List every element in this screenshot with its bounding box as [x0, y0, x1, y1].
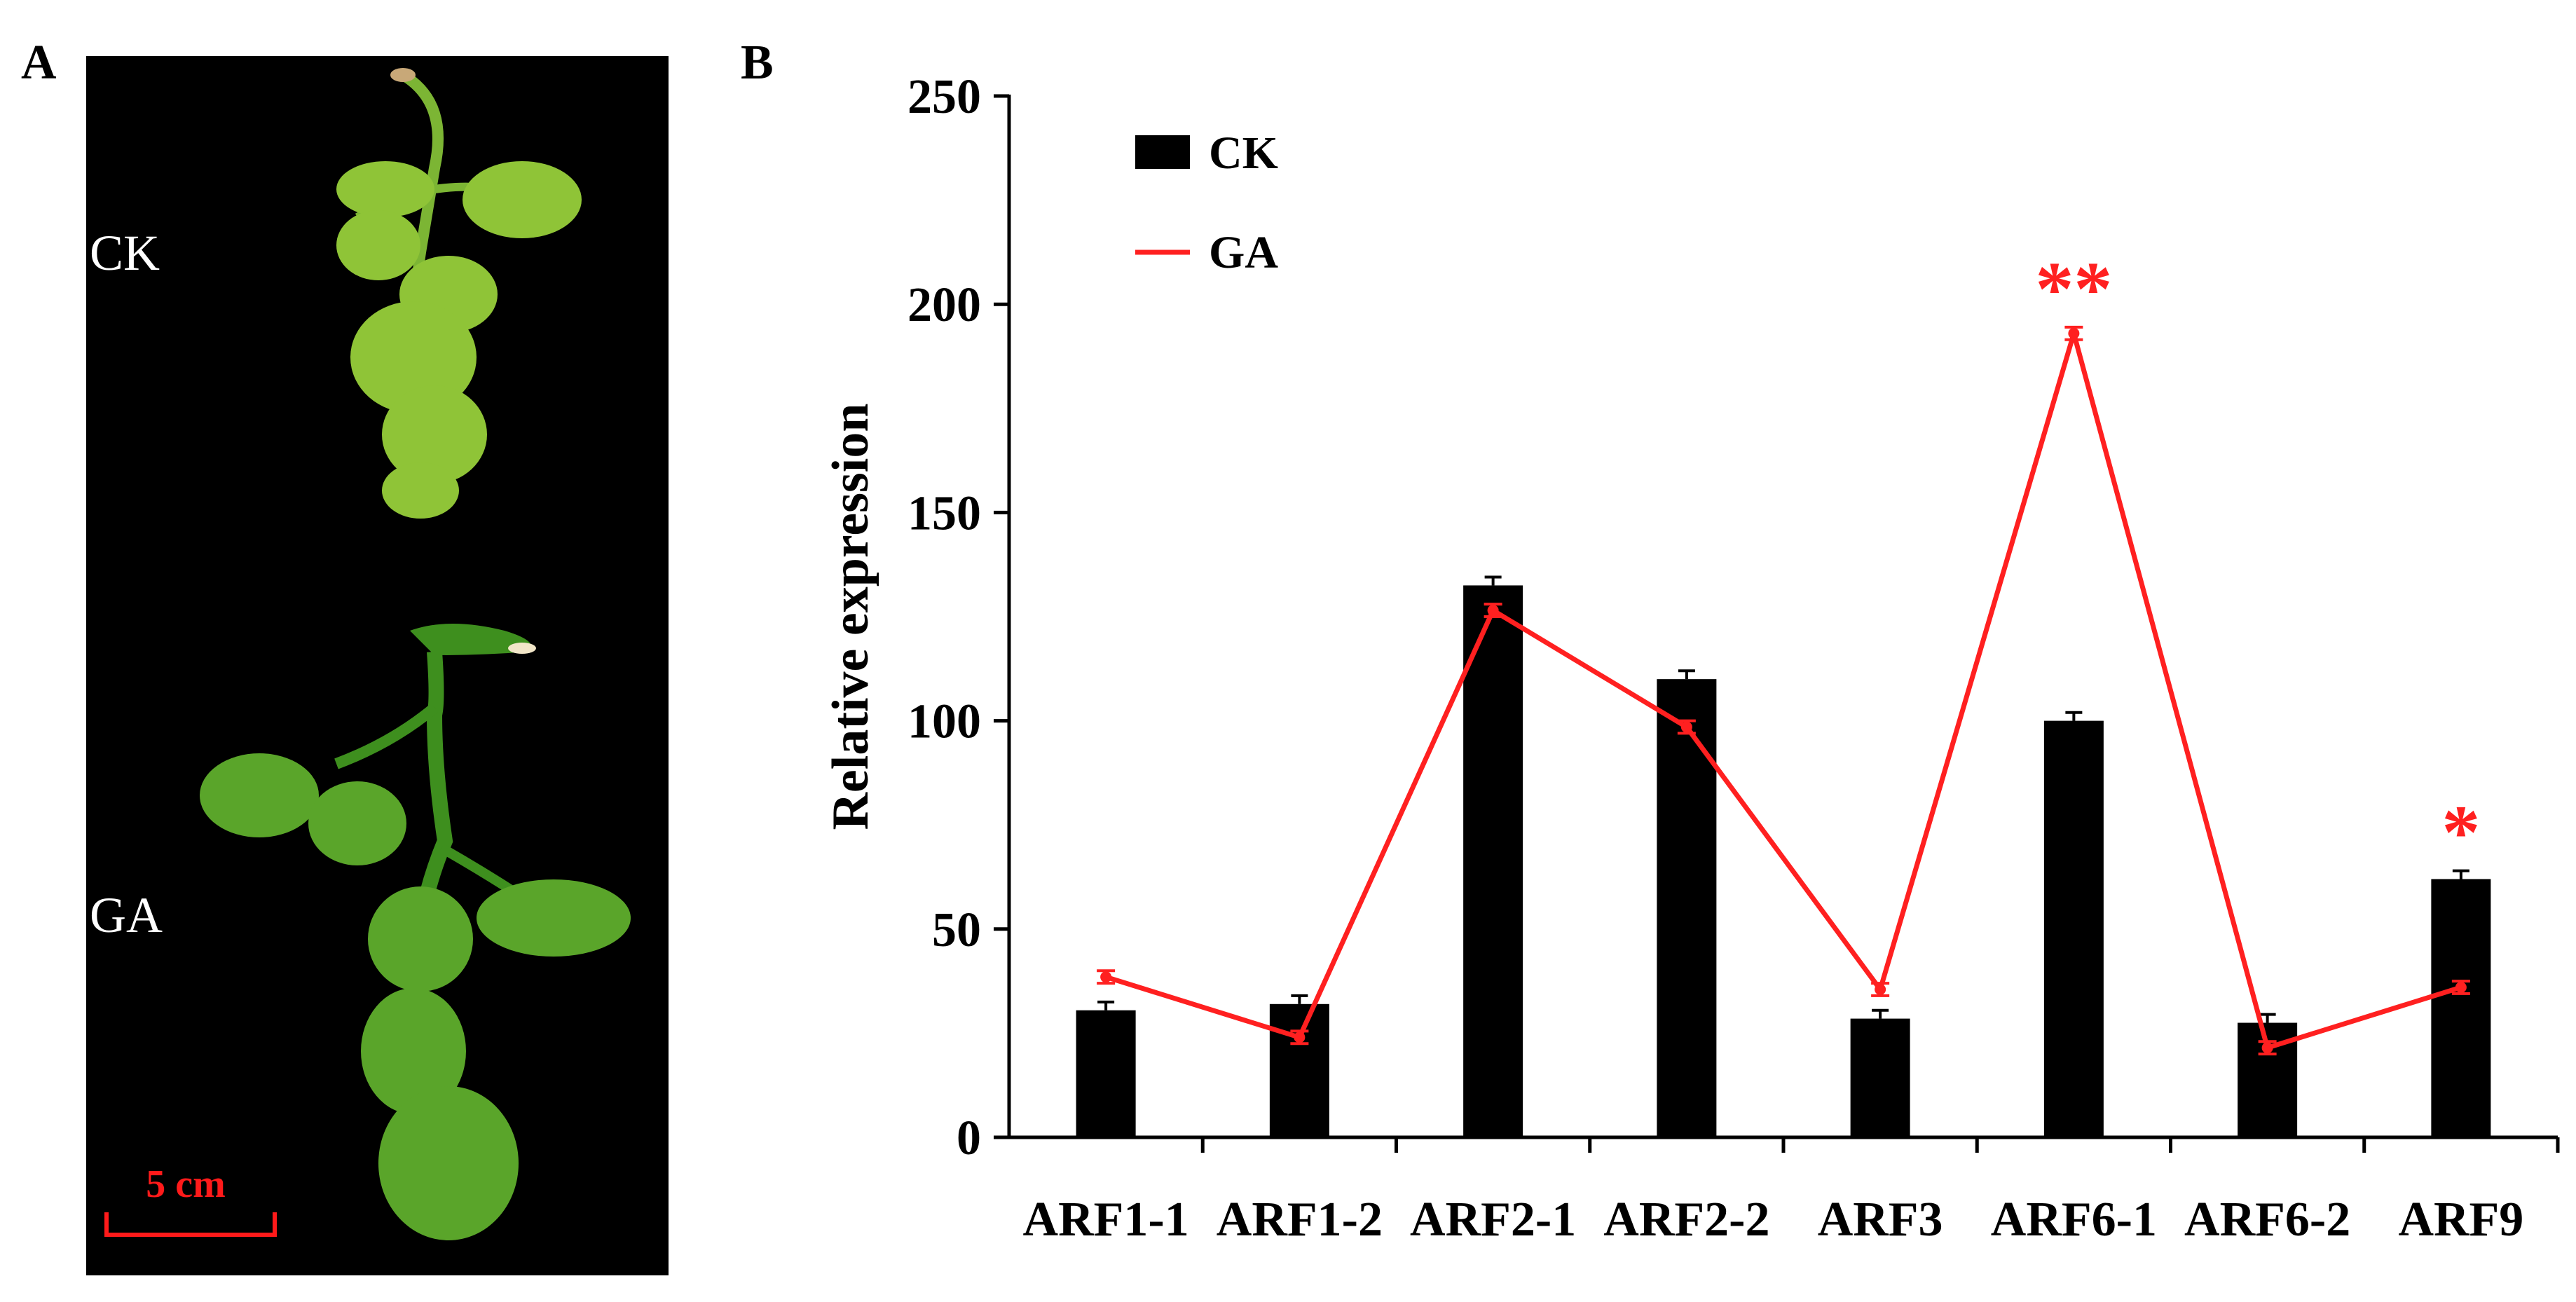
y-tick-label: 0: [957, 1111, 981, 1165]
scale-bar-line: [104, 1212, 277, 1237]
legend-ck-swatch: [1135, 135, 1190, 169]
panel-a: A C: [21, 36, 669, 1275]
x-tick-label: ARF2-1: [1410, 1193, 1576, 1247]
scale-bar-label: 5 cm: [146, 1163, 226, 1206]
ga-point: [1875, 983, 1886, 995]
ga-shoot-tip: [508, 643, 536, 654]
panel-a-letter: A: [21, 36, 57, 90]
y-tick-label: 150: [907, 486, 981, 540]
y-tick-label: 50: [932, 903, 981, 957]
ck-cluster-6: [382, 385, 487, 484]
chart-legend: CK GA: [1135, 128, 1278, 278]
ga-line: [1105, 331, 2462, 1050]
panel-b-letter: B: [741, 36, 774, 90]
legend-ck-label: CK: [1209, 128, 1278, 179]
x-tick-label: ARF9: [2398, 1193, 2523, 1247]
ga-point: [1100, 971, 1112, 983]
x-tick-label: ARF1-1: [1023, 1193, 1189, 1247]
scale-bar: 5 cm: [104, 1163, 277, 1237]
legend-ga-label: GA: [1209, 227, 1278, 278]
ck-bar: [1269, 1003, 1329, 1137]
ck-cluster-5: [350, 301, 477, 413]
ga-cluster-1: [200, 753, 319, 837]
ck-shoot-tip: [390, 68, 416, 82]
ck-bar: [2043, 720, 2104, 1137]
ga-cluster-6: [378, 1086, 519, 1240]
ga-point: [1680, 721, 1692, 733]
ga-cluster-2: [308, 781, 406, 865]
ck-cluster-1: [336, 161, 434, 217]
x-tick-label: ARF6-2: [2184, 1193, 2350, 1247]
x-tick-label: ARF6-1: [1991, 1193, 2157, 1247]
y-tick-label: 200: [907, 278, 981, 332]
ga-inflorescence-image: [200, 624, 631, 1240]
photo-label-ck: CK: [90, 225, 160, 281]
x-tick-label: ARF3: [1818, 1193, 1943, 1247]
ga-series: [1097, 325, 2470, 1056]
ga-point: [2261, 1042, 2273, 1054]
ga-cluster-3: [477, 879, 631, 957]
ga-point: [2455, 982, 2467, 994]
ck-bar: [1463, 585, 1523, 1137]
ck-bar: [1076, 1010, 1136, 1137]
ck-bar: [2431, 879, 2491, 1137]
x-axis-ticks: ARF1-1 ARF1-2 ARF2-1 ARF2-2 ARF3 ARF6-1 ARF6-2…: [1023, 1137, 2560, 1247]
panel-b: B 0 50 100 150 200 250 ARF1-1 ARF1-2 ARF2-1 ARF2…: [741, 36, 2560, 1247]
ck-bar: [1657, 679, 1717, 1137]
significance-marker: **: [2035, 246, 2112, 331]
ga-point: [2068, 327, 2080, 339]
ck-cluster-3: [336, 210, 420, 280]
significance-marker: *: [2441, 790, 2480, 875]
ck-inflorescence-image: [336, 68, 582, 519]
ck-bar: [1850, 1018, 1910, 1137]
ck-cluster-7: [382, 462, 459, 519]
ga-point: [1294, 1032, 1306, 1043]
photo-label-ga: GA: [90, 887, 163, 943]
ga-cluster-5: [361, 988, 466, 1114]
x-tick-label: ARF1-2: [1217, 1193, 1383, 1247]
ga-cluster-4: [368, 886, 473, 992]
x-tick-label: ARF2-2: [1603, 1193, 1769, 1247]
y-tick-label: 250: [907, 70, 981, 124]
ga-shoot-leaf: [410, 624, 532, 655]
ga-point: [1487, 605, 1499, 617]
ga-branch-left: [334, 703, 439, 769]
significance-annotations: ***: [2035, 246, 2480, 875]
y-axis-ticks: 0 50 100 150 200 250: [907, 70, 1009, 1165]
ck-cluster-2: [463, 161, 582, 238]
y-tick-label: 100: [907, 695, 981, 749]
ck-bars: [1076, 575, 2491, 1137]
expression-chart: 0 50 100 150 200 250 ARF1-1 ARF1-2 ARF2-1 ARF2-2…: [822, 70, 2560, 1247]
y-axis-title: Relative expression: [822, 403, 879, 830]
